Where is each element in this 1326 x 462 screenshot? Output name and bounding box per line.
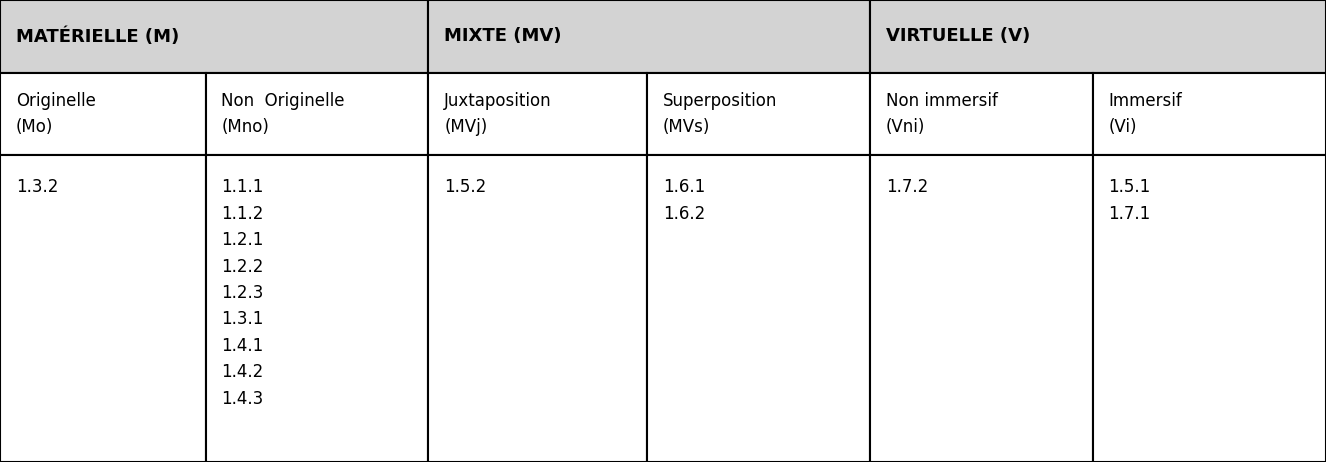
Bar: [206, 155, 428, 462]
Bar: [647, 155, 870, 462]
Text: Superposition
(MVs): Superposition (MVs): [663, 92, 777, 136]
Bar: [428, 73, 647, 155]
Bar: [0, 73, 206, 155]
Bar: [0, 155, 206, 462]
Text: Originelle
(Mo): Originelle (Mo): [16, 92, 95, 136]
Bar: [870, 0, 1326, 73]
Text: 1.1.1
1.1.2
1.2.1
1.2.2
1.2.3
1.3.1
1.4.1
1.4.2
1.4.3: 1.1.1 1.1.2 1.2.1 1.2.2 1.2.3 1.3.1 1.4.…: [221, 178, 264, 407]
Bar: [428, 155, 647, 462]
Text: 1.6.1
1.6.2: 1.6.1 1.6.2: [663, 178, 705, 223]
Text: 1.7.2: 1.7.2: [886, 178, 928, 196]
Bar: [206, 73, 428, 155]
Text: VIRTUELLE (V): VIRTUELLE (V): [886, 28, 1030, 45]
Text: 1.5.2: 1.5.2: [444, 178, 487, 196]
Bar: [870, 73, 1093, 155]
Bar: [1093, 155, 1326, 462]
Text: MIXTE (MV): MIXTE (MV): [444, 28, 562, 45]
Text: Non immersif
(Vni): Non immersif (Vni): [886, 92, 997, 136]
Bar: [428, 0, 870, 73]
Text: Non  Originelle
(Mno): Non Originelle (Mno): [221, 92, 345, 136]
Text: 1.3.2: 1.3.2: [16, 178, 58, 196]
Text: 1.5.1
1.7.1: 1.5.1 1.7.1: [1109, 178, 1151, 223]
Text: Immersif
(Vi): Immersif (Vi): [1109, 92, 1183, 136]
Bar: [1093, 73, 1326, 155]
Text: Juxtaposition
(MVj): Juxtaposition (MVj): [444, 92, 552, 136]
Bar: [647, 73, 870, 155]
Bar: [870, 155, 1093, 462]
Text: MATÉRIELLE (M): MATÉRIELLE (M): [16, 27, 179, 46]
Bar: [0, 0, 428, 73]
